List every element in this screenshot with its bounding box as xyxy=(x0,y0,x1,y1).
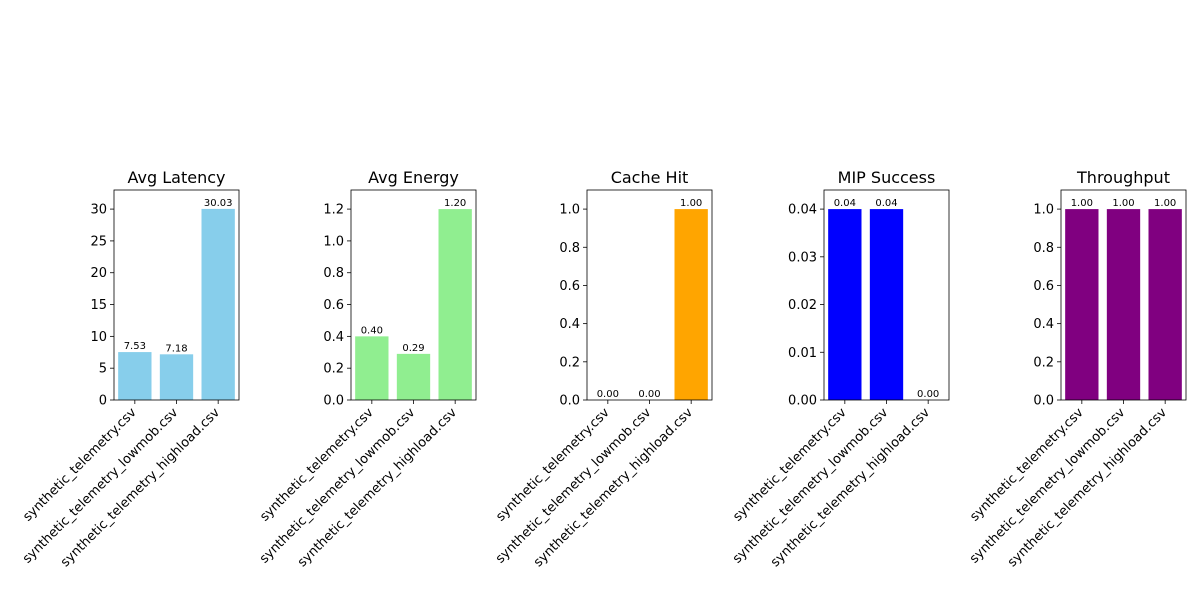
x-tick-label: synthetic_telemetry_highload.csv xyxy=(58,405,223,570)
chart-panel-4: Throughput1.00synthetic_telemetry.csv1.0… xyxy=(967,168,1187,570)
x-tick-label: synthetic_telemetry_lowmob.csv xyxy=(730,405,892,567)
bar xyxy=(159,354,194,400)
y-tick-label: 0.6 xyxy=(323,298,344,313)
y-tick-label: 0.8 xyxy=(559,241,580,256)
y-tick-label: 20 xyxy=(90,266,107,281)
data-label: 0.00 xyxy=(638,389,660,400)
data-label: 0.40 xyxy=(361,325,383,336)
axes-frame xyxy=(823,189,950,401)
bar xyxy=(396,353,431,400)
chart-panel-0: Avg Latency7.53synthetic_telemetry.csv7.… xyxy=(20,168,240,570)
data-label: 1.00 xyxy=(1071,198,1093,209)
y-tick-label: 0.4 xyxy=(323,330,344,345)
chart-title: Avg Latency xyxy=(128,168,226,187)
x-tick-label: synthetic_telemetry_highload.csv xyxy=(768,405,933,570)
data-label: 0.29 xyxy=(402,343,424,354)
data-label: 0.00 xyxy=(597,389,619,400)
data-label: 1.00 xyxy=(1112,198,1134,209)
chart-title: Throughput xyxy=(1076,168,1170,187)
y-tick-label: 0.6 xyxy=(559,279,580,294)
axes-frame xyxy=(350,189,477,401)
y-tick-label: 0.2 xyxy=(559,355,580,370)
chart-title: Cache Hit xyxy=(611,168,689,187)
y-tick-label: 0.2 xyxy=(323,362,344,377)
x-tick-label: synthetic_telemetry_highload.csv xyxy=(1005,405,1170,570)
axes-frame xyxy=(113,189,240,401)
y-tick-label: 0.04 xyxy=(788,203,817,218)
y-tick-label: 1.0 xyxy=(559,203,580,218)
data-label: 1.20 xyxy=(444,198,466,209)
y-tick-label: 0.03 xyxy=(788,250,817,265)
bar xyxy=(438,209,472,400)
x-tick-label: synthetic_telemetry_lowmob.csv xyxy=(257,405,419,567)
y-tick-label: 30 xyxy=(90,203,107,218)
x-tick-label: synthetic_telemetry_highload.csv xyxy=(531,405,696,570)
y-tick-label: 0.8 xyxy=(1033,241,1054,256)
y-tick-label: 0 xyxy=(99,394,107,409)
y-tick-label: 5 xyxy=(99,362,107,377)
axes-frame xyxy=(586,189,713,401)
bar xyxy=(828,209,862,400)
y-tick-label: 0.6 xyxy=(1033,279,1054,294)
y-tick-label: 15 xyxy=(90,298,107,313)
data-label: 30.03 xyxy=(204,198,233,209)
chart-panel-2: Cache Hit0.00synthetic_telemetry.csv0.00… xyxy=(493,168,713,570)
x-tick-label: synthetic_telemetry_lowmob.csv xyxy=(967,405,1129,567)
y-tick-label: 10 xyxy=(90,330,107,345)
y-tick-label: 0.2 xyxy=(1033,355,1054,370)
bar xyxy=(1148,209,1182,400)
chart-panel-1: Avg Energy0.40synthetic_telemetry.csv0.2… xyxy=(257,168,477,570)
x-tick-label: synthetic_telemetry_lowmob.csv xyxy=(493,405,655,567)
bar xyxy=(674,209,708,400)
y-tick-label: 0.0 xyxy=(559,394,580,409)
y-tick-label: 0.4 xyxy=(1033,317,1054,332)
chart-panel-3: MIP Success0.04synthetic_telemetry.csv0.… xyxy=(730,168,950,570)
y-tick-label: 1.0 xyxy=(323,234,344,249)
y-tick-label: 0.8 xyxy=(323,266,344,281)
y-tick-label: 1.2 xyxy=(323,203,344,218)
data-label: 0.04 xyxy=(875,198,897,209)
x-tick-label: synthetic_telemetry_highload.csv xyxy=(295,405,460,570)
data-label: 7.53 xyxy=(124,341,146,352)
chart-title: MIP Success xyxy=(838,168,936,187)
bar xyxy=(355,336,389,400)
data-label: 0.00 xyxy=(917,389,939,400)
bar xyxy=(201,208,235,400)
axes-frame xyxy=(1060,189,1187,401)
bar xyxy=(1065,209,1099,400)
bar xyxy=(869,209,904,400)
chart-title: Avg Energy xyxy=(368,168,459,187)
y-tick-label: 0.00 xyxy=(788,394,817,409)
y-tick-label: 0.4 xyxy=(559,317,580,332)
data-label: 0.04 xyxy=(834,198,856,209)
y-tick-label: 0.0 xyxy=(323,394,344,409)
bar xyxy=(118,352,152,400)
bar xyxy=(1106,209,1141,400)
x-tick-label: synthetic_telemetry_lowmob.csv xyxy=(20,405,182,567)
data-label: 1.00 xyxy=(1154,198,1176,209)
data-label: 1.00 xyxy=(680,198,702,209)
y-tick-label: 0.02 xyxy=(788,298,817,313)
y-tick-label: 0.01 xyxy=(788,346,817,361)
data-label: 7.18 xyxy=(165,343,187,354)
y-tick-label: 25 xyxy=(90,234,107,249)
y-tick-label: 0.0 xyxy=(1033,394,1054,409)
y-tick-label: 1.0 xyxy=(1033,203,1054,218)
